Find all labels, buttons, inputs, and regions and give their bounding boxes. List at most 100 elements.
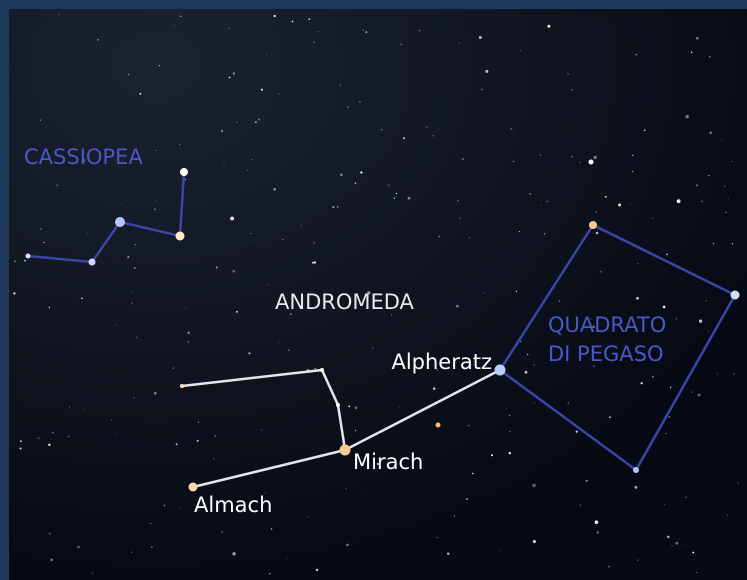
- star: [180, 168, 188, 176]
- faint-star: [155, 200, 157, 202]
- star: [175, 231, 185, 241]
- faint-star: [174, 24, 175, 26]
- faint-star: [595, 231, 599, 235]
- faint-star: [433, 160, 435, 162]
- faint-star: [150, 522, 152, 525]
- faint-star: [235, 310, 238, 313]
- faint-star: [367, 291, 371, 295]
- faint-star: [337, 206, 339, 208]
- faint-star: [265, 54, 267, 56]
- faint-star: [618, 203, 622, 207]
- faint-star: [432, 135, 434, 137]
- faint-star: [313, 261, 317, 264]
- faint-star: [712, 242, 715, 245]
- faint-star: [676, 199, 681, 204]
- faint-star: [651, 217, 653, 219]
- faint-star: [391, 314, 393, 316]
- faint-star: [685, 496, 687, 498]
- faint-star: [585, 479, 588, 482]
- faint-star: [609, 416, 611, 419]
- faint-star: [115, 324, 117, 326]
- faint-star: [446, 552, 450, 555]
- star: [339, 444, 351, 456]
- faint-star: [180, 15, 182, 18]
- faint-star: [524, 370, 528, 374]
- star: [435, 422, 441, 428]
- faint-star: [662, 305, 666, 309]
- faint-star: [705, 300, 707, 302]
- faint-star: [721, 139, 723, 142]
- faint-star: [459, 217, 462, 219]
- faint-star: [709, 131, 712, 134]
- sky: [9, 9, 747, 580]
- stars: [25, 159, 740, 492]
- faint-star: [600, 271, 602, 273]
- faint-star: [278, 93, 280, 95]
- faint-star: [19, 440, 22, 443]
- faint-star: [594, 520, 599, 524]
- faint-star: [264, 492, 266, 494]
- faint-star: [365, 31, 368, 34]
- faint-star: [510, 127, 513, 130]
- constellation-label: ANDROMEDA: [275, 290, 415, 314]
- faint-star: [469, 237, 470, 239]
- faint-star: [67, 435, 70, 438]
- faint-star: [363, 495, 365, 497]
- faint-star: [532, 540, 536, 543]
- faint-star: [359, 101, 361, 103]
- faint-star: [579, 161, 581, 164]
- faint-star: [214, 435, 217, 437]
- faint-star: [346, 418, 347, 419]
- faint-star: [733, 373, 735, 375]
- faint-star: [273, 14, 276, 18]
- faint-star: [172, 367, 175, 369]
- andromeda-lines: [192, 448, 346, 489]
- faint-star: [232, 269, 235, 273]
- faint-star: [593, 155, 597, 159]
- faint-star: [127, 255, 130, 259]
- faint-star: [595, 211, 597, 213]
- faint-star: [663, 504, 666, 506]
- faint-star: [134, 267, 136, 269]
- faint-star: [131, 292, 133, 294]
- faint-star: [223, 162, 225, 164]
- faint-star: [332, 206, 335, 209]
- faint-star: [692, 551, 695, 554]
- faint-star: [701, 200, 703, 203]
- faint-star: [697, 393, 701, 397]
- faint-star: [731, 243, 734, 245]
- faint-star: [291, 20, 294, 23]
- star: [188, 482, 198, 492]
- faint-star: [69, 406, 71, 408]
- faint-star: [307, 516, 309, 518]
- faint-star: [608, 566, 610, 568]
- faint-star: [708, 174, 710, 177]
- faint-star: [398, 406, 400, 408]
- constellation-label: DI PEGASO: [548, 342, 663, 366]
- faint-star: [592, 325, 595, 329]
- faint-star: [19, 447, 22, 450]
- faint-star: [110, 419, 113, 421]
- faint-star: [134, 244, 136, 246]
- faint-star: [354, 406, 358, 410]
- faint-star: [131, 551, 133, 553]
- faint-star: [179, 144, 181, 146]
- star: [320, 368, 324, 372]
- faint-star: [540, 204, 542, 206]
- faint-star: [455, 322, 457, 324]
- faint-star: [187, 340, 190, 343]
- faint-star: [631, 170, 634, 173]
- faint-star: [269, 573, 271, 575]
- faint-star: [290, 313, 292, 316]
- faint-star: [457, 200, 459, 202]
- star: [88, 258, 96, 266]
- faint-star: [436, 537, 438, 539]
- faint-star: [48, 443, 51, 446]
- faint-star: [56, 184, 58, 186]
- faint-star: [268, 243, 270, 245]
- faint-star: [250, 233, 252, 235]
- faint-star: [737, 482, 739, 484]
- faint-star: [228, 76, 231, 79]
- faint-star: [50, 558, 53, 562]
- faint-star: [248, 352, 251, 355]
